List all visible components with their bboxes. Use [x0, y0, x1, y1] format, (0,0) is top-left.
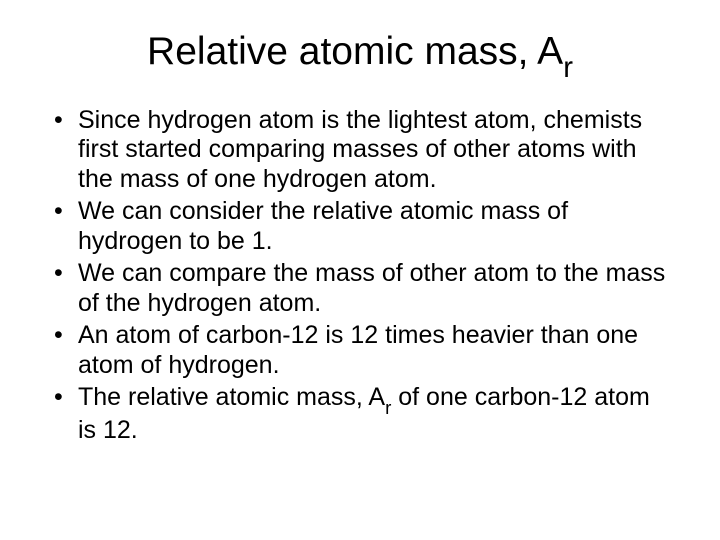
bullet-item: The relative atomic mass, Ar of one carb…: [50, 383, 670, 446]
bullet-subscript: r: [385, 397, 391, 418]
bullet-text: An atom of carbon-12 is 12 times heavier…: [78, 321, 638, 379]
title-main-text: Relative atomic mass, A: [147, 30, 563, 73]
bullet-text-prefix: The relative atomic mass, A: [78, 383, 385, 411]
bullet-text: Since hydrogen atom is the lightest atom…: [78, 106, 642, 193]
bullet-item: We can compare the mass of other atom to…: [50, 259, 670, 318]
bullet-item: We can consider the relative atomic mass…: [50, 197, 670, 256]
bullet-item: Since hydrogen atom is the lightest atom…: [50, 106, 670, 195]
bullet-text: We can consider the relative atomic mass…: [78, 197, 568, 255]
bullet-item: An atom of carbon-12 is 12 times heavier…: [50, 321, 670, 380]
bullet-text: We can compare the mass of other atom to…: [78, 259, 665, 317]
slide-container: Relative atomic mass, Ar Since hydrogen …: [0, 0, 720, 540]
bullet-list: Since hydrogen atom is the lightest atom…: [40, 106, 680, 446]
slide-title: Relative atomic mass, Ar: [40, 30, 680, 81]
title-subscript: r: [563, 52, 573, 84]
